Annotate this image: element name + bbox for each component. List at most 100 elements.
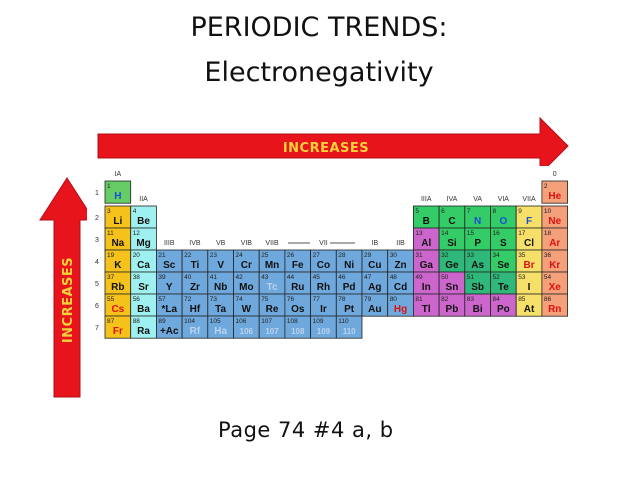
element-symbol: F [526, 216, 532, 227]
element-symbol: Na [111, 238, 124, 249]
element-symbol: Mo [239, 282, 253, 293]
element-symbol: 109 [317, 327, 331, 336]
atomic-number: 31 [415, 252, 423, 259]
slide-title-line2: Electronegativity [204, 57, 434, 88]
element-symbol: *La [161, 304, 177, 315]
element-symbol: 107 [265, 327, 279, 336]
atomic-number: 37 [107, 274, 115, 281]
atomic-number: 26 [287, 252, 295, 259]
element-symbol: Zr [190, 282, 200, 293]
atomic-number: 42 [236, 274, 244, 281]
element-symbol: Cl [524, 238, 534, 249]
group-label: 0 [553, 171, 557, 178]
element-cell: 53I [515, 271, 543, 295]
atomic-number: 80 [390, 296, 398, 303]
element-symbol: Sr [138, 282, 149, 293]
element-symbol: Se [497, 260, 510, 271]
element-symbol: 106 [240, 327, 254, 336]
group-label: VA [473, 196, 482, 203]
atomic-number: 48 [390, 274, 398, 281]
element-symbol: Pt [344, 304, 355, 315]
atomic-number: 15 [467, 230, 475, 237]
atomic-number: 30 [390, 252, 398, 259]
element-symbol: Pb [446, 304, 459, 315]
element-symbol: Ta [215, 304, 226, 315]
element-symbol: Ha [214, 326, 227, 337]
atomic-number: 44 [287, 274, 295, 281]
atomic-number: 28 [338, 252, 346, 259]
atomic-number: 20 [133, 252, 141, 259]
group-label: VIA [498, 196, 510, 203]
atomic-number: 110 [338, 318, 349, 325]
element-cell: 6C [438, 205, 466, 229]
element-symbol: Ba [137, 304, 150, 315]
atomic-number: 89 [158, 318, 166, 325]
element-symbol: Ra [137, 326, 150, 337]
atomic-number: 50 [441, 274, 449, 281]
element-symbol: H [114, 191, 121, 202]
element-symbol: Ru [291, 282, 304, 293]
atomic-number: 29 [364, 252, 372, 259]
element-symbol: W [242, 304, 252, 315]
atomic-number: 55 [107, 296, 115, 303]
atomic-number: 19 [107, 252, 115, 259]
element-cell: 4Be [130, 205, 157, 229]
element-cell-bg [104, 180, 132, 204]
group-label: IIIB [164, 240, 175, 247]
element-symbol: Bi [473, 304, 483, 315]
element-symbol: V [217, 260, 224, 271]
atomic-number: 76 [287, 296, 295, 303]
atomic-number: 78 [338, 296, 346, 303]
group-label: IA [115, 171, 122, 178]
element-symbol: Cr [241, 260, 252, 271]
atomic-number: 33 [467, 252, 475, 259]
element-symbol: Sn [446, 282, 459, 293]
atomic-number: 41 [210, 274, 218, 281]
atomic-number: 24 [236, 252, 244, 259]
atomic-number: 39 [158, 274, 166, 281]
atomic-number: 87 [107, 318, 115, 325]
element-cell: 16S [490, 227, 517, 251]
atomic-number: 106 [236, 318, 247, 325]
element-symbol: He [548, 191, 561, 202]
element-symbol: P [474, 238, 481, 249]
element-symbol: Mn [265, 260, 279, 271]
element-cell: 3Li [104, 205, 132, 229]
group-label: VIB [241, 240, 253, 247]
atomic-number: 86 [544, 296, 552, 303]
atomic-number: 6 [441, 208, 445, 215]
atomic-number: 83 [467, 296, 475, 303]
period-number: 2 [95, 215, 99, 222]
atomic-number: 36 [544, 252, 552, 259]
element-cell: 2He [541, 180, 569, 204]
element-symbol: Po [497, 304, 510, 315]
